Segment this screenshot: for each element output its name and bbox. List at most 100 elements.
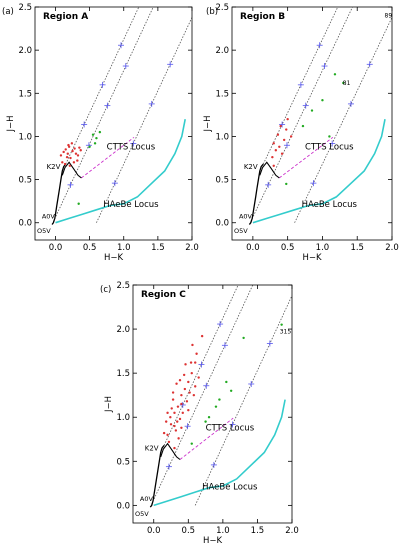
x-axis-label: H−K — [104, 253, 124, 263]
source-point-red — [167, 440, 171, 444]
haebe-locus-label: HAeBe Locus — [202, 483, 258, 493]
source-point-red — [76, 154, 80, 157]
source-point-red — [285, 128, 288, 131]
source-point-red — [272, 142, 275, 145]
source-point-red — [67, 143, 70, 147]
y-tick-label: 0.0 — [18, 219, 32, 229]
source-point-red — [173, 424, 176, 428]
ctts-locus-label: CTTS Locus — [305, 142, 354, 152]
source-point-red — [66, 152, 69, 155]
x-tick-label: 1.5 — [151, 243, 165, 253]
source-point-red — [280, 152, 284, 155]
source-point-green — [77, 202, 80, 205]
y-tick-label: 1.5 — [18, 89, 32, 99]
y-tick-label: 2.0 — [116, 325, 130, 335]
reddening-vector — [249, 7, 353, 225]
x-axis-label: H−K — [302, 253, 322, 263]
k2v-label: K2V — [244, 163, 258, 171]
source-point-red — [65, 155, 69, 159]
x-tick-label: 0.0 — [147, 526, 161, 536]
source-point-green — [98, 130, 102, 134]
x-tick-label: 0.5 — [182, 526, 196, 536]
source-point-red — [274, 149, 278, 152]
source-point-red — [74, 152, 78, 155]
reddening-vector — [163, 285, 239, 446]
source-point-red — [166, 433, 169, 437]
plot-frame — [231, 6, 393, 241]
source-point-red — [61, 161, 64, 164]
k2v-label: K2V — [47, 163, 61, 171]
source-point-red — [187, 408, 190, 412]
x-tick-label: 1.0 — [316, 243, 330, 253]
source-point-red — [180, 393, 183, 397]
source-point-green — [310, 109, 314, 112]
y-tick-label: 1.0 — [18, 132, 32, 142]
source-point-green — [218, 398, 221, 401]
haebe-locus-label: HAeBe Locus — [103, 200, 159, 210]
x-tick-label: 0.5 — [83, 243, 97, 253]
giant-branch-line — [259, 161, 280, 179]
y-axis-label: J−H — [203, 115, 213, 132]
source-point-red — [278, 145, 281, 148]
source-point-red — [184, 363, 187, 366]
source-point-green — [204, 420, 207, 423]
source-point-green — [301, 124, 305, 128]
source-point-red — [164, 420, 168, 423]
reddening-vector — [96, 16, 192, 223]
haebe-locus-line — [252, 119, 386, 224]
source-point-red — [276, 133, 280, 136]
source-point-red — [166, 411, 169, 415]
source-point-green — [229, 389, 233, 392]
plot-area — [248, 7, 392, 225]
o5v-label: O5V — [234, 227, 248, 235]
source-point-green — [190, 442, 193, 445]
ctts-locus-label: CTTS Locus — [107, 142, 156, 152]
a0v-label: A0V — [239, 212, 253, 220]
source-point-red — [71, 149, 74, 153]
source-point-green — [321, 99, 324, 102]
source-point-red — [173, 411, 176, 415]
y-tick-label: 2.5 — [116, 281, 130, 291]
reddening-vector — [294, 16, 392, 223]
plot-frame — [132, 284, 293, 524]
source-point-red — [63, 162, 67, 166]
source-point-red — [178, 417, 182, 421]
x-tick-label: 0.0 — [49, 243, 63, 253]
giant-branch-line — [160, 442, 181, 460]
a0v-label: A0V — [140, 495, 154, 503]
source-point-green — [95, 136, 98, 140]
source-point-green — [242, 336, 245, 340]
source-point-red — [171, 398, 175, 401]
source-point-red — [271, 155, 274, 159]
x-tick-label: 1.0 — [117, 243, 131, 253]
source-point-red — [176, 420, 179, 423]
x-tick-label: 0.5 — [281, 243, 295, 253]
source-point-red — [177, 437, 180, 440]
source-point-red — [181, 411, 184, 415]
reddening-vector — [51, 7, 154, 225]
main-sequence-line — [248, 163, 264, 225]
source-point-green — [225, 380, 228, 384]
haebe-locus-label: HAeBe Locus — [302, 200, 358, 210]
x-axis-label: H−K — [203, 536, 223, 546]
source-point-green — [207, 416, 211, 419]
source-point-red — [175, 382, 178, 385]
reddening-vector — [149, 285, 254, 508]
source-point-green — [285, 182, 288, 186]
source-point-red — [170, 407, 173, 410]
labeled-source-number: 81 — [343, 80, 351, 87]
giant-branch-line — [61, 161, 82, 179]
y-axis-label: J−H — [104, 396, 114, 413]
reddening-vector — [262, 7, 339, 165]
y-tick-label: 1.0 — [215, 132, 229, 142]
source-point-red — [62, 150, 65, 154]
a0v-label: A0V — [42, 212, 56, 220]
plot-area — [51, 7, 192, 225]
source-point-red — [171, 391, 175, 394]
chart-panel-3: 0.0 0.5 1.0 1.5 2.0 0.0 0.5 1.0 1.5 2.0 2.5 H−K J−H (… — [100, 281, 299, 546]
y-axis-label: J−H — [6, 115, 16, 132]
source-point-red — [195, 352, 198, 355]
source-point-green — [280, 323, 283, 326]
source-point-red — [190, 371, 193, 375]
